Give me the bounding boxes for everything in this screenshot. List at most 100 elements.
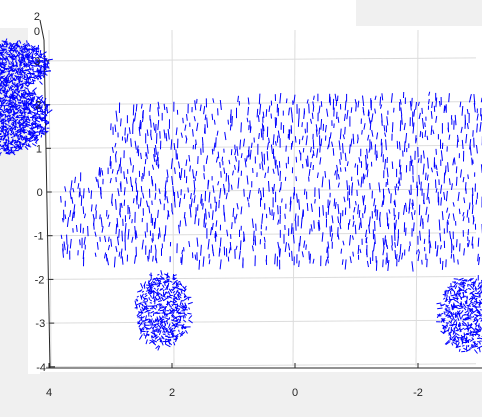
quiver-arrow <box>220 162 221 168</box>
quiver-arrow <box>20 117 22 118</box>
quiver-arrow <box>136 104 137 112</box>
quiver-arrow <box>0 141 1 144</box>
quiver-arrow <box>248 107 249 115</box>
quiver-arrow <box>409 246 410 251</box>
quiver-arrow <box>219 248 220 257</box>
z-tick-label: 0 <box>34 26 40 38</box>
quiver-arrow <box>109 237 110 242</box>
quiver-arrow <box>102 170 103 175</box>
quiver-arrow <box>254 231 255 241</box>
quiver-arrow <box>188 188 189 193</box>
quiver-arrow <box>230 242 231 250</box>
quiver-arrow <box>422 108 423 114</box>
quiver-arrow <box>6 53 8 54</box>
quiver-arrow <box>125 128 126 136</box>
y-tick-label: 0 <box>37 187 43 199</box>
quiver-arrow <box>426 173 427 180</box>
quiver-arrow <box>232 222 233 229</box>
quiver-arrow <box>145 231 146 237</box>
quiver-arrow <box>5 126 6 128</box>
quiver-arrow <box>222 157 223 162</box>
quiver-arrow <box>16 60 17 64</box>
quiver-arrow <box>363 174 364 184</box>
quiver-arrow <box>323 205 324 216</box>
quiver-arrow <box>80 188 81 196</box>
quiver-arrow <box>24 136 25 139</box>
quiver-arrow <box>295 136 296 142</box>
quiver-arrow <box>1 148 4 149</box>
quiver-arrow <box>296 157 297 163</box>
quiver-arrow <box>228 175 229 185</box>
quiver-arrow <box>355 225 356 234</box>
quiver-arrow <box>163 334 166 335</box>
quiver-arrow <box>440 101 441 107</box>
quiver-arrow <box>204 213 205 223</box>
quiver-arrow <box>15 145 19 146</box>
quiver-arrow <box>61 235 62 239</box>
quiver-arrow <box>12 117 13 120</box>
quiver-arrow <box>4 96 7 97</box>
quiver-arrow <box>353 252 354 257</box>
quiver-arrow <box>159 304 162 305</box>
quiver-arrow <box>22 48 26 49</box>
quiver-arrow <box>43 56 46 57</box>
quiver-arrow <box>458 259 459 264</box>
quiver-arrow <box>212 149 213 155</box>
quiver-arrow <box>165 225 166 235</box>
quiver-arrow <box>308 156 309 167</box>
quiver-arrow <box>0 146 1 150</box>
quiver-arrow <box>473 160 474 164</box>
y-tick-label: 3 <box>34 56 40 68</box>
quiver-arrow <box>106 254 107 261</box>
quiver-arrow <box>232 116 233 126</box>
quiver-arrow <box>158 233 159 239</box>
quiver-arrow <box>472 205 473 214</box>
quiver-arrow <box>321 139 322 147</box>
quiver-arrow <box>26 143 27 145</box>
quiver-arrow <box>83 250 84 259</box>
quiver-arrow <box>20 136 24 137</box>
quiver-arrow <box>155 245 156 250</box>
quiver-arrow <box>392 245 393 250</box>
quiver-arrow <box>156 250 157 261</box>
quiver-arrow <box>148 256 149 262</box>
quiver-arrow <box>282 198 283 202</box>
quiver-arrow <box>457 239 458 247</box>
quiver-arrow <box>468 345 469 347</box>
quiver-arrow <box>136 183 137 192</box>
quiver-arrow <box>370 183 371 189</box>
y-tick-label: 2 <box>35 100 41 112</box>
quiver-arrow <box>392 235 393 245</box>
quiver-arrow <box>462 325 466 326</box>
quiver-arrow <box>341 167 342 171</box>
quiver-arrow <box>26 74 27 76</box>
quiver-arrow <box>302 122 303 127</box>
quiver-arrow <box>327 247 328 253</box>
quiver-arrow <box>25 146 28 149</box>
quiver-arrow <box>23 132 25 133</box>
quiver-arrow <box>439 220 440 231</box>
quiver-arrow <box>269 181 270 192</box>
quiver-arrow <box>469 203 470 210</box>
quiver-arrow <box>477 342 480 343</box>
quiver-arrow <box>83 206 84 214</box>
quiver-arrow <box>145 159 146 164</box>
quiver-arrow <box>459 209 460 214</box>
quiver-arrow <box>157 274 159 275</box>
quiver-arrow <box>20 50 26 51</box>
quiver-arrow <box>377 151 378 158</box>
quiver-arrow <box>450 291 451 295</box>
quiver-arrow <box>231 185 232 190</box>
quiver-arrow <box>309 104 310 114</box>
quiver-arrow <box>345 127 346 135</box>
quiver-arrow <box>391 193 392 203</box>
quiver-arrow <box>233 208 234 217</box>
quiver-arrow <box>334 198 335 206</box>
quiver-arrow <box>454 279 458 280</box>
quiver-arrow <box>255 236 256 246</box>
quiver-arrow <box>23 44 25 46</box>
quiver-arrow <box>350 144 351 153</box>
quiver-arrow <box>268 167 269 174</box>
quiver-arrow <box>63 244 64 252</box>
